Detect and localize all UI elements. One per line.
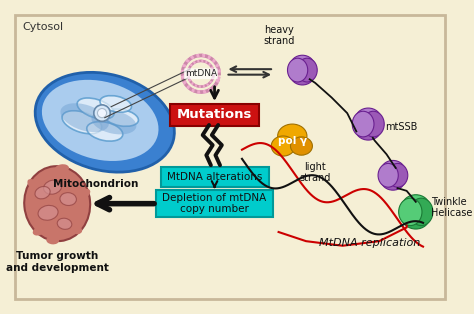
Ellipse shape — [77, 98, 114, 119]
Text: Cytosol: Cytosol — [22, 22, 64, 32]
Ellipse shape — [352, 111, 374, 137]
Ellipse shape — [363, 111, 384, 137]
Ellipse shape — [278, 124, 307, 148]
Ellipse shape — [33, 227, 45, 236]
Ellipse shape — [297, 58, 317, 82]
Ellipse shape — [57, 218, 72, 229]
Text: Depletion of mtDNA
copy number: Depletion of mtDNA copy number — [163, 193, 267, 214]
Ellipse shape — [87, 122, 123, 141]
Ellipse shape — [356, 108, 381, 130]
Text: Tumor growth
and development: Tumor growth and development — [6, 251, 109, 273]
Ellipse shape — [104, 109, 138, 126]
Ellipse shape — [91, 110, 137, 134]
Text: mtDNA: mtDNA — [185, 69, 217, 78]
Ellipse shape — [27, 179, 41, 192]
Ellipse shape — [381, 160, 405, 181]
Text: light
strand: light strand — [300, 162, 331, 183]
Circle shape — [94, 105, 110, 121]
Text: Mitochondrion: Mitochondrion — [53, 179, 138, 189]
Ellipse shape — [291, 65, 314, 85]
Ellipse shape — [388, 163, 408, 187]
Ellipse shape — [35, 72, 174, 172]
Ellipse shape — [38, 205, 58, 220]
Ellipse shape — [402, 206, 429, 229]
Ellipse shape — [291, 137, 312, 155]
Ellipse shape — [100, 96, 131, 112]
Ellipse shape — [60, 193, 76, 205]
Text: heavy
strand: heavy strand — [264, 25, 295, 46]
Ellipse shape — [55, 164, 69, 174]
Ellipse shape — [35, 187, 50, 199]
FancyBboxPatch shape — [170, 104, 259, 126]
Ellipse shape — [381, 170, 405, 190]
FancyBboxPatch shape — [156, 190, 273, 217]
Ellipse shape — [288, 58, 308, 82]
Ellipse shape — [291, 55, 314, 75]
Ellipse shape — [62, 111, 102, 134]
FancyBboxPatch shape — [161, 167, 268, 187]
Circle shape — [98, 109, 107, 118]
Ellipse shape — [46, 236, 59, 244]
Text: pol γ: pol γ — [278, 137, 307, 146]
Ellipse shape — [402, 195, 429, 218]
Text: Mutations: Mutations — [177, 108, 252, 122]
Ellipse shape — [75, 189, 91, 200]
Ellipse shape — [356, 118, 381, 140]
Text: Twinkle
Helicase: Twinkle Helicase — [431, 197, 473, 218]
FancyBboxPatch shape — [15, 15, 445, 299]
Ellipse shape — [410, 198, 433, 225]
Ellipse shape — [42, 80, 158, 161]
Ellipse shape — [60, 103, 109, 132]
Ellipse shape — [399, 198, 422, 225]
Text: MtDNA alterations: MtDNA alterations — [167, 172, 262, 182]
Ellipse shape — [24, 166, 90, 241]
Ellipse shape — [44, 180, 62, 194]
Ellipse shape — [271, 136, 295, 156]
Ellipse shape — [69, 225, 82, 234]
Text: mtSSB: mtSSB — [385, 122, 417, 132]
Ellipse shape — [378, 163, 398, 187]
Text: MtDNA replication: MtDNA replication — [319, 238, 421, 247]
